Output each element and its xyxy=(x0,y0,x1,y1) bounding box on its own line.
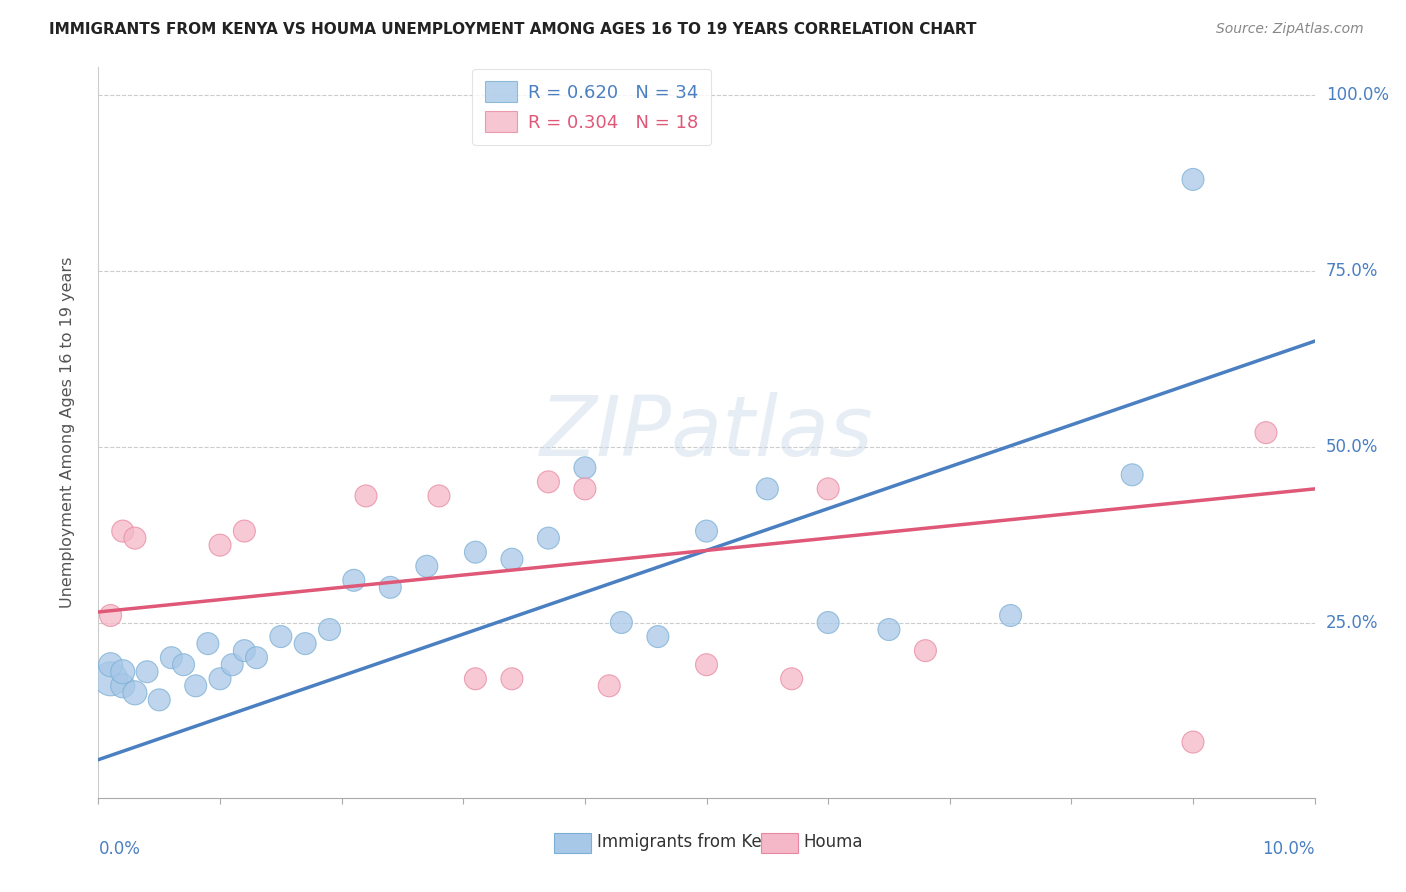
Point xyxy=(233,524,256,538)
Point xyxy=(501,672,523,686)
FancyBboxPatch shape xyxy=(554,833,591,853)
Point xyxy=(817,615,839,630)
Point xyxy=(598,679,620,693)
Point xyxy=(233,643,256,657)
Point xyxy=(1182,735,1205,749)
Point xyxy=(111,679,134,693)
Point xyxy=(537,475,560,489)
Point xyxy=(221,657,243,672)
Point xyxy=(464,545,486,559)
Point xyxy=(100,672,122,686)
Text: 100.0%: 100.0% xyxy=(1326,86,1389,104)
Point xyxy=(1254,425,1277,440)
Point xyxy=(817,482,839,496)
Point xyxy=(914,643,936,657)
Text: 75.0%: 75.0% xyxy=(1326,262,1378,280)
Point xyxy=(124,686,146,700)
Text: ZIPatlas: ZIPatlas xyxy=(540,392,873,473)
Point xyxy=(647,630,669,644)
Point xyxy=(416,559,439,574)
Point xyxy=(574,460,596,475)
Point xyxy=(1000,608,1022,623)
Text: 25.0%: 25.0% xyxy=(1326,614,1378,632)
Point xyxy=(501,552,523,566)
Point xyxy=(696,657,718,672)
Point xyxy=(184,679,207,693)
Text: Immigrants from Kenya: Immigrants from Kenya xyxy=(598,833,793,851)
Point xyxy=(209,672,232,686)
Point xyxy=(173,657,195,672)
Text: 10.0%: 10.0% xyxy=(1263,840,1315,858)
Point xyxy=(136,665,159,679)
Point xyxy=(696,524,718,538)
Point xyxy=(111,665,134,679)
Point xyxy=(1182,172,1205,186)
Point xyxy=(780,672,803,686)
Y-axis label: Unemployment Among Ages 16 to 19 years: Unemployment Among Ages 16 to 19 years xyxy=(60,257,75,608)
Point xyxy=(148,693,170,707)
Point xyxy=(197,637,219,651)
Point xyxy=(610,615,633,630)
Point xyxy=(209,538,232,552)
FancyBboxPatch shape xyxy=(761,833,797,853)
Point xyxy=(354,489,377,503)
Point xyxy=(464,672,486,686)
Point xyxy=(1121,467,1143,482)
Point xyxy=(111,524,134,538)
Text: Source: ZipAtlas.com: Source: ZipAtlas.com xyxy=(1216,22,1364,37)
Text: Houma: Houma xyxy=(804,833,863,851)
Point xyxy=(124,531,146,545)
Point xyxy=(756,482,779,496)
Point xyxy=(537,531,560,545)
Point xyxy=(380,580,402,594)
Point xyxy=(574,482,596,496)
Point xyxy=(245,650,267,665)
Point xyxy=(294,637,316,651)
Point xyxy=(160,650,183,665)
Text: IMMIGRANTS FROM KENYA VS HOUMA UNEMPLOYMENT AMONG AGES 16 TO 19 YEARS CORRELATIO: IMMIGRANTS FROM KENYA VS HOUMA UNEMPLOYM… xyxy=(49,22,977,37)
Text: 50.0%: 50.0% xyxy=(1326,438,1378,456)
Point xyxy=(100,608,122,623)
Point xyxy=(427,489,450,503)
Legend: R = 0.620   N = 34, R = 0.304   N = 18: R = 0.620 N = 34, R = 0.304 N = 18 xyxy=(472,69,711,145)
Point xyxy=(270,630,292,644)
Text: 0.0%: 0.0% xyxy=(98,840,141,858)
Point xyxy=(318,623,340,637)
Point xyxy=(343,574,366,588)
Point xyxy=(100,657,122,672)
Point xyxy=(877,623,900,637)
